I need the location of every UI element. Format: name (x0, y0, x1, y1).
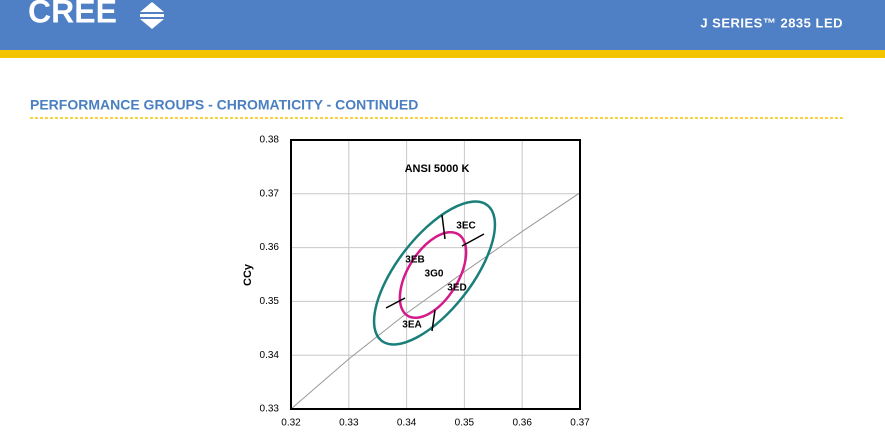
logo-icon (140, 2, 164, 29)
y-tick-label: 0.36 (260, 242, 280, 253)
region-divider (441, 214, 446, 240)
locus-line (291, 192, 580, 409)
x-tick-label: 0.37 (570, 418, 590, 429)
x-tick-label: 0.33 (339, 418, 359, 429)
region-label: 3ED (447, 283, 466, 294)
product-name: J SERIES™ 2835 LED (700, 15, 843, 30)
y-tick-label: 0.33 (260, 404, 280, 415)
region-label: 3G0 (425, 269, 444, 280)
region-label: 3EB (405, 255, 424, 266)
plot-frame (290, 139, 581, 410)
x-tick-label: 0.35 (455, 418, 475, 429)
chart: 0.32 0.33 0.34 0.35 0.36 0.370.330.340.350.36… (242, 135, 590, 429)
y-axis-label: CCy (242, 263, 254, 286)
region-divider (461, 233, 485, 247)
header-stripe (0, 50, 885, 58)
region-label: 3EA (402, 320, 421, 331)
outer-region (372, 200, 497, 346)
x-tick-label: 0.36 (512, 418, 532, 429)
section-title: PERFORMANCE GROUPS - CHROMATICITY - CONT… (30, 97, 418, 113)
x-tick-label: 0.34 (397, 418, 417, 429)
region-divider (385, 297, 406, 309)
region-label: 3EC (456, 221, 475, 232)
y-tick-label: 0.35 (260, 296, 280, 307)
y-tick-label: 0.34 (260, 350, 280, 361)
region-divider (431, 309, 436, 332)
chart-title: ANSI 5000 K (405, 163, 470, 175)
y-tick-label: 0.37 (260, 188, 280, 199)
x-tick-label: 0.32 (281, 418, 301, 429)
inner-region (398, 230, 468, 320)
logo: CREE (28, 0, 117, 29)
y-tick-label: 0.38 (260, 135, 280, 146)
